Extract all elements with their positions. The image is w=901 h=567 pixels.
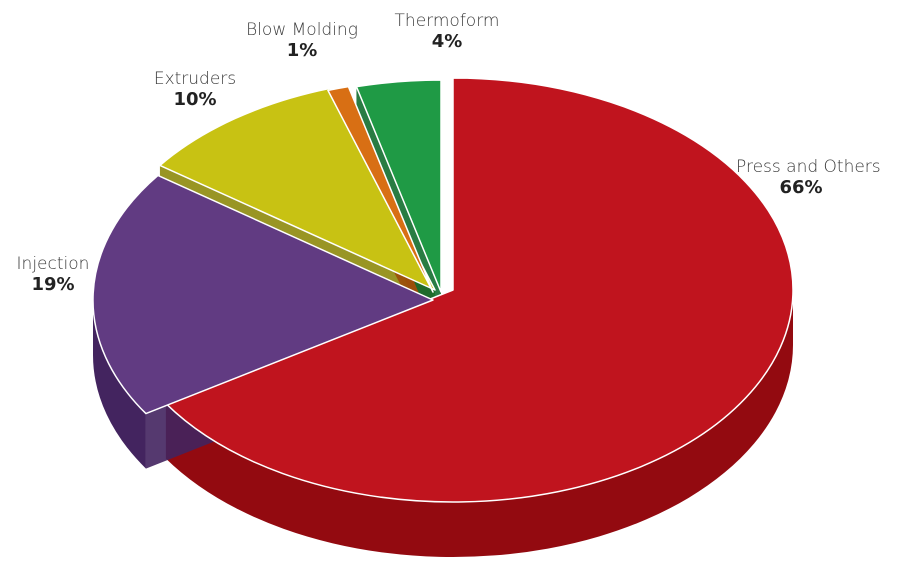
- label-extruders: Extruders 10%: [145, 69, 245, 110]
- slice-side-injection: [93, 300, 146, 469]
- slice-blow: [327, 85, 434, 293]
- slice-name-thermoform: Thermoform: [394, 11, 500, 31]
- slice-name-press-and-others: Press and Others: [736, 157, 881, 177]
- slice-name-injection: Injection: [16, 254, 90, 274]
- slice-name-blow-molding: Blow Molding: [246, 20, 358, 40]
- slice-press: [165, 77, 794, 503]
- slice-value-blow-molding: 1%: [286, 39, 318, 61]
- slice-value-thermoform: 4%: [431, 30, 463, 52]
- label-press-and-others: Press and Others 66%: [736, 157, 881, 198]
- slice-thermo: [355, 79, 442, 293]
- label-injection: Injection 19%: [8, 254, 98, 295]
- slice-name-extruders: Extruders: [153, 69, 237, 89]
- slice-value-extruders: 10%: [173, 88, 217, 110]
- slice-side-press: [165, 290, 793, 557]
- label-blow-molding: Blow Molding 1%: [232, 20, 372, 61]
- slice-injection: [92, 174, 434, 415]
- label-thermoform: Thermoform 4%: [382, 11, 512, 52]
- slice-extruders: [159, 87, 436, 291]
- slice-value-press-and-others: 66%: [779, 176, 823, 198]
- slice-value-injection: 19%: [31, 273, 75, 295]
